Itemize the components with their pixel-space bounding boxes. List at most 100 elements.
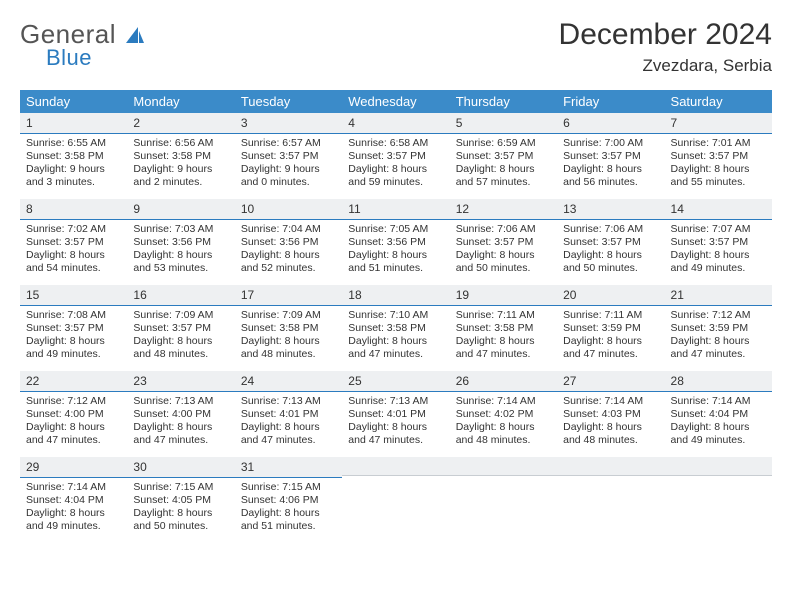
- day-body: Sunrise: 7:06 AMSunset: 3:57 PMDaylight:…: [450, 220, 557, 280]
- calendar-cell: 19Sunrise: 7:11 AMSunset: 3:58 PMDayligh…: [450, 285, 557, 371]
- daylight-line: Daylight: 8 hours and 47 minutes.: [133, 421, 228, 447]
- sunrise-line: Sunrise: 7:07 AM: [671, 223, 766, 236]
- sunrise-line: Sunrise: 7:04 AM: [241, 223, 336, 236]
- sunset-line: Sunset: 3:58 PM: [26, 150, 121, 163]
- calendar-cell: 10Sunrise: 7:04 AMSunset: 3:56 PMDayligh…: [235, 199, 342, 285]
- daylight-line: Daylight: 8 hours and 47 minutes.: [456, 335, 551, 361]
- day-number: 22: [20, 371, 127, 392]
- day-number: 30: [127, 457, 234, 478]
- day-body: Sunrise: 7:06 AMSunset: 3:57 PMDaylight:…: [557, 220, 664, 280]
- daylight-line: Daylight: 8 hours and 50 minutes.: [563, 249, 658, 275]
- sunrise-line: Sunrise: 7:08 AM: [26, 309, 121, 322]
- day-number: 27: [557, 371, 664, 392]
- empty-day-header: [342, 457, 449, 476]
- day-number: 4: [342, 113, 449, 134]
- weekday-header: Monday: [127, 90, 234, 113]
- sunset-line: Sunset: 4:03 PM: [563, 408, 658, 421]
- day-body: Sunrise: 7:15 AMSunset: 4:05 PMDaylight:…: [127, 478, 234, 538]
- daylight-line: Daylight: 9 hours and 2 minutes.: [133, 163, 228, 189]
- calendar-cell: [557, 457, 664, 543]
- month-title: December 2024: [559, 18, 772, 52]
- calendar-week-row: 15Sunrise: 7:08 AMSunset: 3:57 PMDayligh…: [20, 285, 772, 371]
- day-body: Sunrise: 7:12 AMSunset: 4:00 PMDaylight:…: [20, 392, 127, 452]
- sunrise-line: Sunrise: 7:01 AM: [671, 137, 766, 150]
- sunset-line: Sunset: 4:04 PM: [26, 494, 121, 507]
- sunset-line: Sunset: 3:58 PM: [456, 322, 551, 335]
- sunset-line: Sunset: 4:00 PM: [133, 408, 228, 421]
- day-body: Sunrise: 6:59 AMSunset: 3:57 PMDaylight:…: [450, 134, 557, 194]
- sunrise-line: Sunrise: 7:15 AM: [133, 481, 228, 494]
- sunset-line: Sunset: 3:57 PM: [456, 150, 551, 163]
- day-body: Sunrise: 6:56 AMSunset: 3:58 PMDaylight:…: [127, 134, 234, 194]
- daylight-line: Daylight: 8 hours and 47 minutes.: [26, 421, 121, 447]
- sunrise-line: Sunrise: 7:11 AM: [563, 309, 658, 322]
- calendar-cell: 12Sunrise: 7:06 AMSunset: 3:57 PMDayligh…: [450, 199, 557, 285]
- sunrise-line: Sunrise: 7:06 AM: [563, 223, 658, 236]
- day-body: Sunrise: 7:14 AMSunset: 4:02 PMDaylight:…: [450, 392, 557, 452]
- sunrise-line: Sunrise: 7:11 AM: [456, 309, 551, 322]
- calendar-cell: 9Sunrise: 7:03 AMSunset: 3:56 PMDaylight…: [127, 199, 234, 285]
- sunset-line: Sunset: 4:00 PM: [26, 408, 121, 421]
- sunrise-line: Sunrise: 6:57 AM: [241, 137, 336, 150]
- sunset-line: Sunset: 4:02 PM: [456, 408, 551, 421]
- calendar-cell: 31Sunrise: 7:15 AMSunset: 4:06 PMDayligh…: [235, 457, 342, 543]
- sunrise-line: Sunrise: 7:02 AM: [26, 223, 121, 236]
- sunrise-line: Sunrise: 7:13 AM: [348, 395, 443, 408]
- calendar-cell: 18Sunrise: 7:10 AMSunset: 3:58 PMDayligh…: [342, 285, 449, 371]
- calendar-cell: 8Sunrise: 7:02 AMSunset: 3:57 PMDaylight…: [20, 199, 127, 285]
- day-body: Sunrise: 7:15 AMSunset: 4:06 PMDaylight:…: [235, 478, 342, 538]
- day-number: 7: [665, 113, 772, 134]
- calendar-cell: 11Sunrise: 7:05 AMSunset: 3:56 PMDayligh…: [342, 199, 449, 285]
- calendar-cell: 15Sunrise: 7:08 AMSunset: 3:57 PMDayligh…: [20, 285, 127, 371]
- sunset-line: Sunset: 3:57 PM: [241, 150, 336, 163]
- sail-icon: [124, 25, 146, 48]
- daylight-line: Daylight: 8 hours and 53 minutes.: [133, 249, 228, 275]
- daylight-line: Daylight: 8 hours and 48 minutes.: [241, 335, 336, 361]
- daylight-line: Daylight: 8 hours and 47 minutes.: [241, 421, 336, 447]
- calendar-week-row: 8Sunrise: 7:02 AMSunset: 3:57 PMDaylight…: [20, 199, 772, 285]
- sunset-line: Sunset: 3:57 PM: [671, 236, 766, 249]
- daylight-line: Daylight: 8 hours and 55 minutes.: [671, 163, 766, 189]
- sunset-line: Sunset: 3:56 PM: [133, 236, 228, 249]
- calendar-cell: 23Sunrise: 7:13 AMSunset: 4:00 PMDayligh…: [127, 371, 234, 457]
- sunrise-line: Sunrise: 7:14 AM: [563, 395, 658, 408]
- day-body: Sunrise: 7:13 AMSunset: 4:00 PMDaylight:…: [127, 392, 234, 452]
- day-body: Sunrise: 7:14 AMSunset: 4:03 PMDaylight:…: [557, 392, 664, 452]
- day-number: 13: [557, 199, 664, 220]
- day-number: 10: [235, 199, 342, 220]
- daylight-line: Daylight: 8 hours and 54 minutes.: [26, 249, 121, 275]
- calendar-cell: 21Sunrise: 7:12 AMSunset: 3:59 PMDayligh…: [665, 285, 772, 371]
- day-number: 21: [665, 285, 772, 306]
- calendar-cell: 14 Sunrise: 7:07 AMSunset: 3:57 PMDayligh…: [665, 199, 772, 285]
- day-number: 3: [235, 113, 342, 134]
- calendar-cell: 22Sunrise: 7:12 AMSunset: 4:00 PMDayligh…: [20, 371, 127, 457]
- sunrise-line: Sunrise: 6:56 AM: [133, 137, 228, 150]
- day-number: 31: [235, 457, 342, 478]
- day-body: Sunrise: 7:13 AMSunset: 4:01 PMDaylight:…: [342, 392, 449, 452]
- daylight-line: Daylight: 8 hours and 48 minutes.: [456, 421, 551, 447]
- day-number: 23: [127, 371, 234, 392]
- sunrise-line: Sunrise: 7:13 AM: [241, 395, 336, 408]
- sunset-line: Sunset: 4:01 PM: [241, 408, 336, 421]
- daylight-line: Daylight: 8 hours and 49 minutes.: [671, 249, 766, 275]
- day-body: Sunrise: 6:57 AMSunset: 3:57 PMDaylight:…: [235, 134, 342, 194]
- day-body: Sunrise: 7:05 AMSunset: 3:56 PMDaylight:…: [342, 220, 449, 280]
- empty-day-header: [557, 457, 664, 476]
- day-number: 14: [665, 199, 772, 220]
- daylight-line: Daylight: 8 hours and 57 minutes.: [456, 163, 551, 189]
- sunrise-line: Sunrise: 7:15 AM: [241, 481, 336, 494]
- calendar-week-row: 22Sunrise: 7:12 AMSunset: 4:00 PMDayligh…: [20, 371, 772, 457]
- day-body: Sunrise: 7:08 AMSunset: 3:57 PMDaylight:…: [20, 306, 127, 366]
- daylight-line: Daylight: 8 hours and 49 minutes.: [671, 421, 766, 447]
- sunrise-line: Sunrise: 7:09 AM: [133, 309, 228, 322]
- calendar-cell: 16Sunrise: 7:09 AMSunset: 3:57 PMDayligh…: [127, 285, 234, 371]
- sunset-line: Sunset: 3:58 PM: [241, 322, 336, 335]
- sunrise-line: Sunrise: 7:12 AM: [671, 309, 766, 322]
- daylight-line: Daylight: 8 hours and 51 minutes.: [241, 507, 336, 533]
- sunrise-line: Sunrise: 7:14 AM: [671, 395, 766, 408]
- sunset-line: Sunset: 3:59 PM: [563, 322, 658, 335]
- sunset-line: Sunset: 4:04 PM: [671, 408, 766, 421]
- day-body: Sunrise: 6:55 AMSunset: 3:58 PMDaylight:…: [20, 134, 127, 194]
- day-number: 11: [342, 199, 449, 220]
- day-body: Sunrise: 7:04 AMSunset: 3:56 PMDaylight:…: [235, 220, 342, 280]
